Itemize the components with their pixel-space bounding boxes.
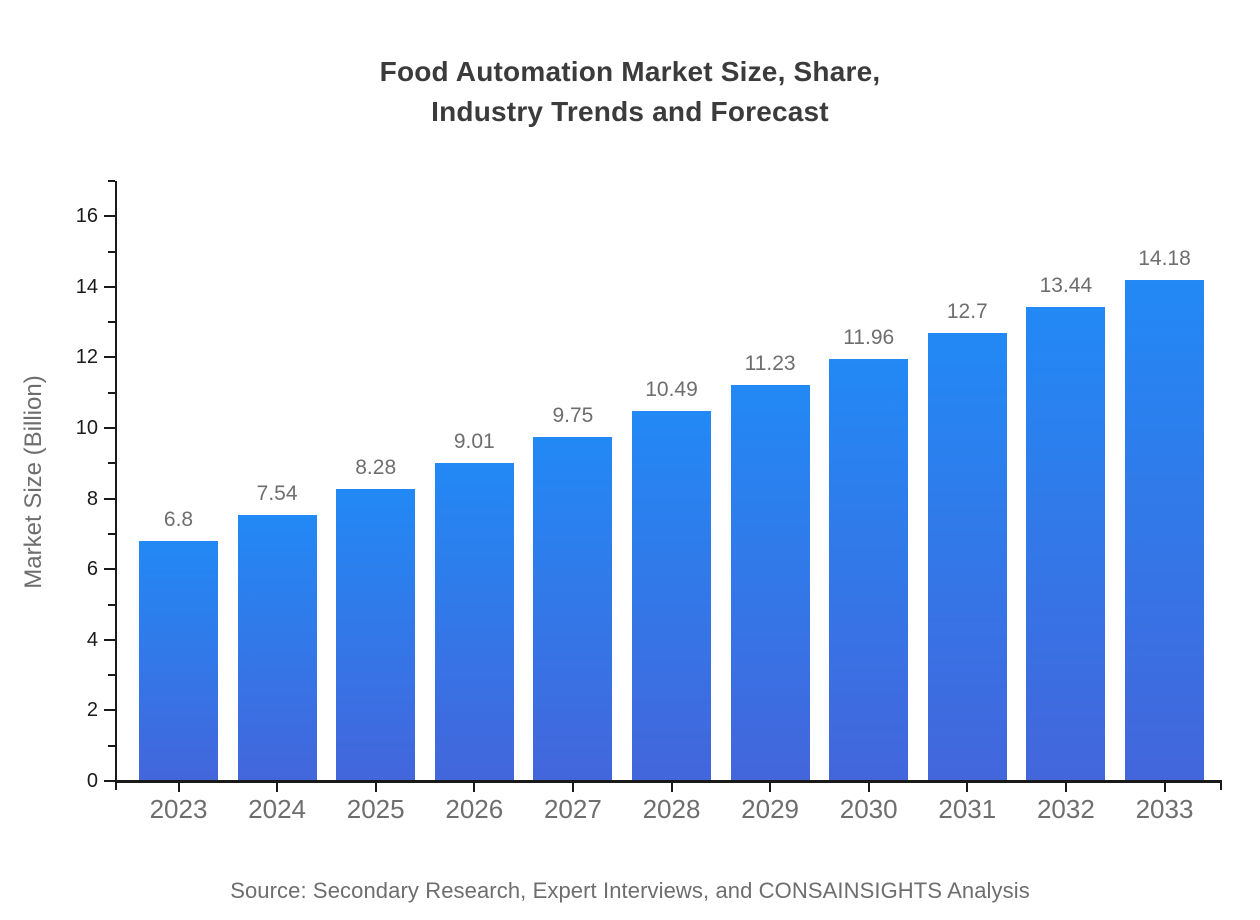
bar — [730, 384, 810, 780]
x-tick-label: 2031 — [938, 794, 997, 824]
x-tick-label: 2027 — [543, 794, 602, 824]
source-note: Source: Secondary Research, Expert Inter… — [230, 878, 1030, 903]
y-minor-tick — [108, 250, 115, 253]
x-tick — [966, 783, 969, 792]
y-major-tick — [104, 709, 115, 712]
x-tick — [177, 783, 180, 792]
x-tick-label: 2023 — [149, 794, 208, 824]
bar — [632, 410, 711, 780]
y-tick-label: 2 — [86, 699, 98, 722]
x-tick-label: 2033 — [1135, 794, 1194, 824]
x-tick-label: 2024 — [248, 794, 307, 824]
x-tick — [473, 783, 476, 792]
y-major-tick — [104, 285, 115, 288]
chart-title-line-1: Food Automation Market Size, Share, — [379, 56, 881, 87]
bar-value-label: 9.75 — [552, 403, 594, 427]
x-tick — [374, 783, 377, 792]
y-major-tick — [104, 638, 115, 641]
x-tick — [1064, 783, 1067, 792]
bar — [434, 462, 514, 780]
bar — [139, 540, 218, 780]
y-minor-tick — [108, 391, 115, 394]
bar-value-label: 9.01 — [453, 429, 495, 453]
x-tick — [276, 783, 279, 792]
y-tick-label: 10 — [75, 417, 98, 439]
bar — [1125, 280, 1204, 780]
y-major-tick — [104, 427, 115, 429]
y-tick-label: 16 — [75, 205, 98, 228]
bar-value-label: 6.8 — [163, 507, 194, 531]
x-axis-line — [115, 780, 1222, 783]
bar-value-label: 10.49 — [645, 377, 698, 401]
x-tick — [769, 783, 772, 792]
y-tick-label: 14 — [75, 275, 98, 298]
y-minor-tick — [108, 674, 115, 677]
y-minor-tick — [108, 603, 115, 606]
bar-value-label: 13.44 — [1039, 273, 1093, 297]
y-major-tick — [104, 780, 115, 782]
x-tick — [1163, 783, 1166, 792]
x-tick-label: 2032 — [1036, 794, 1095, 824]
bar — [829, 358, 909, 780]
bar-value-label: 7.54 — [256, 481, 298, 505]
x-tick-label: 2030 — [839, 794, 898, 824]
y-major-tick — [104, 568, 115, 571]
bar-value-label: 11.96 — [843, 325, 895, 349]
x-tick-label: 2026 — [445, 794, 504, 824]
bar-value-label: 14.18 — [1138, 247, 1191, 271]
y-tick-label: 0 — [86, 770, 98, 792]
x-tick — [571, 783, 574, 792]
bar-value-label: 11.23 — [744, 351, 796, 375]
bar — [927, 332, 1007, 780]
x-tick-label: 2029 — [741, 794, 800, 824]
x-tick — [670, 783, 673, 792]
y-minor-tick — [108, 532, 115, 535]
y-tick-label: 4 — [86, 628, 98, 651]
y-minor-tick — [108, 744, 115, 747]
chart-title-line-2: Industry Trends and Forecast — [431, 96, 829, 127]
x-tick — [867, 783, 870, 792]
y-tick-label: 8 — [86, 487, 98, 510]
y-tick-label: 12 — [75, 346, 98, 369]
y-minor-tick — [108, 462, 115, 465]
x-axis-end-tick — [1220, 780, 1222, 790]
chart-title: Food Automation Market Size, Share, Indu… — [0, 52, 1260, 132]
bar-value-label: 8.28 — [355, 455, 397, 479]
y-major-tick — [104, 356, 115, 359]
y-minor-tick — [108, 321, 115, 324]
y-tick-label: 6 — [86, 558, 98, 581]
x-tick-label: 2028 — [642, 794, 701, 824]
y-minor-tick — [108, 179, 115, 182]
bar — [237, 514, 317, 780]
bar-value-label: 12.7 — [946, 299, 988, 323]
y-major-tick — [104, 497, 115, 500]
x-tick-label: 2025 — [346, 794, 405, 824]
y-axis-line — [115, 180, 117, 790]
bar — [533, 436, 613, 780]
y-major-tick — [104, 215, 115, 218]
bar — [1026, 306, 1106, 780]
bar — [336, 488, 416, 780]
